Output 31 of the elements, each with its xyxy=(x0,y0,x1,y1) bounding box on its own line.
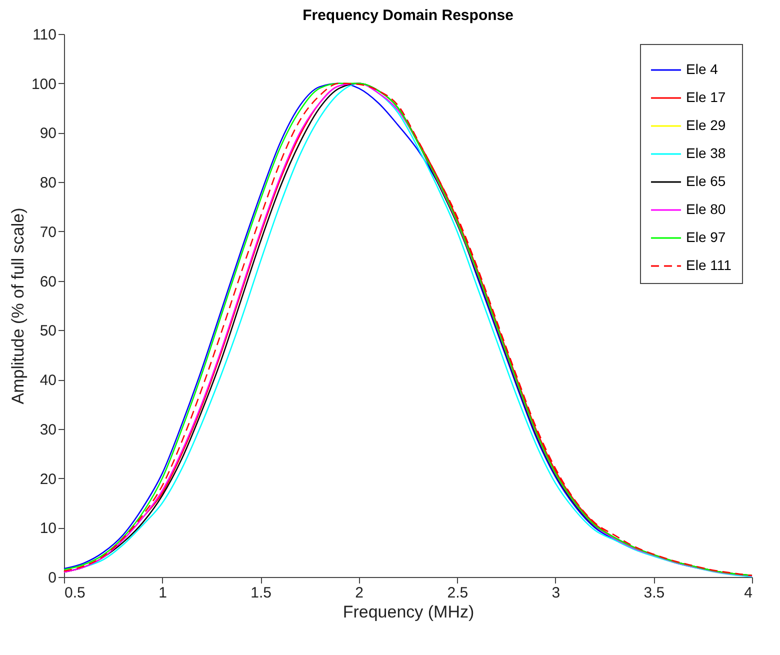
y-tick-label: 100 xyxy=(31,76,56,93)
chart-title: Frequency Domain Response xyxy=(302,7,514,24)
y-tick-label: 90 xyxy=(40,125,56,142)
y-tick-label: 110 xyxy=(32,26,56,44)
x-tick-label: 2.5 xyxy=(447,584,468,602)
legend-label: Ele 65 xyxy=(686,173,726,189)
legend-label: Ele 4 xyxy=(686,61,718,77)
x-tick-label: 3.5 xyxy=(644,584,665,602)
legend-label: Ele 38 xyxy=(686,145,726,161)
x-tick-label: 3 xyxy=(552,584,560,602)
y-tick-label: 50 xyxy=(40,322,56,340)
y-tick-label: 20 xyxy=(40,470,56,488)
x-axis-title: Frequency (MHz) xyxy=(342,602,474,622)
x-tick-label: 1 xyxy=(158,584,167,602)
x-tick-label: 4 xyxy=(744,584,752,602)
x-tick-label: 0.5 xyxy=(64,584,86,602)
y-tick-label: 30 xyxy=(40,421,56,438)
x-tick-label: 2 xyxy=(355,584,364,602)
legend-label: Ele 97 xyxy=(686,229,726,245)
y-tick-label: 0 xyxy=(48,570,56,586)
y-tick-label: 70 xyxy=(40,224,56,241)
y-tick-label: 40 xyxy=(40,372,56,390)
y-tick-label: 10 xyxy=(40,520,56,538)
y-tick-label: 80 xyxy=(40,174,56,192)
legend-label: Ele 29 xyxy=(686,117,726,133)
y-tick-label: 60 xyxy=(40,273,56,290)
y-axis-title: Amplitude (% of full scale) xyxy=(8,208,28,404)
legend-label: Ele 111 xyxy=(686,257,732,273)
legend-label: Ele 80 xyxy=(686,201,726,217)
legend-label: Ele 17 xyxy=(686,89,726,105)
x-tick-label: 1.5 xyxy=(250,584,272,602)
